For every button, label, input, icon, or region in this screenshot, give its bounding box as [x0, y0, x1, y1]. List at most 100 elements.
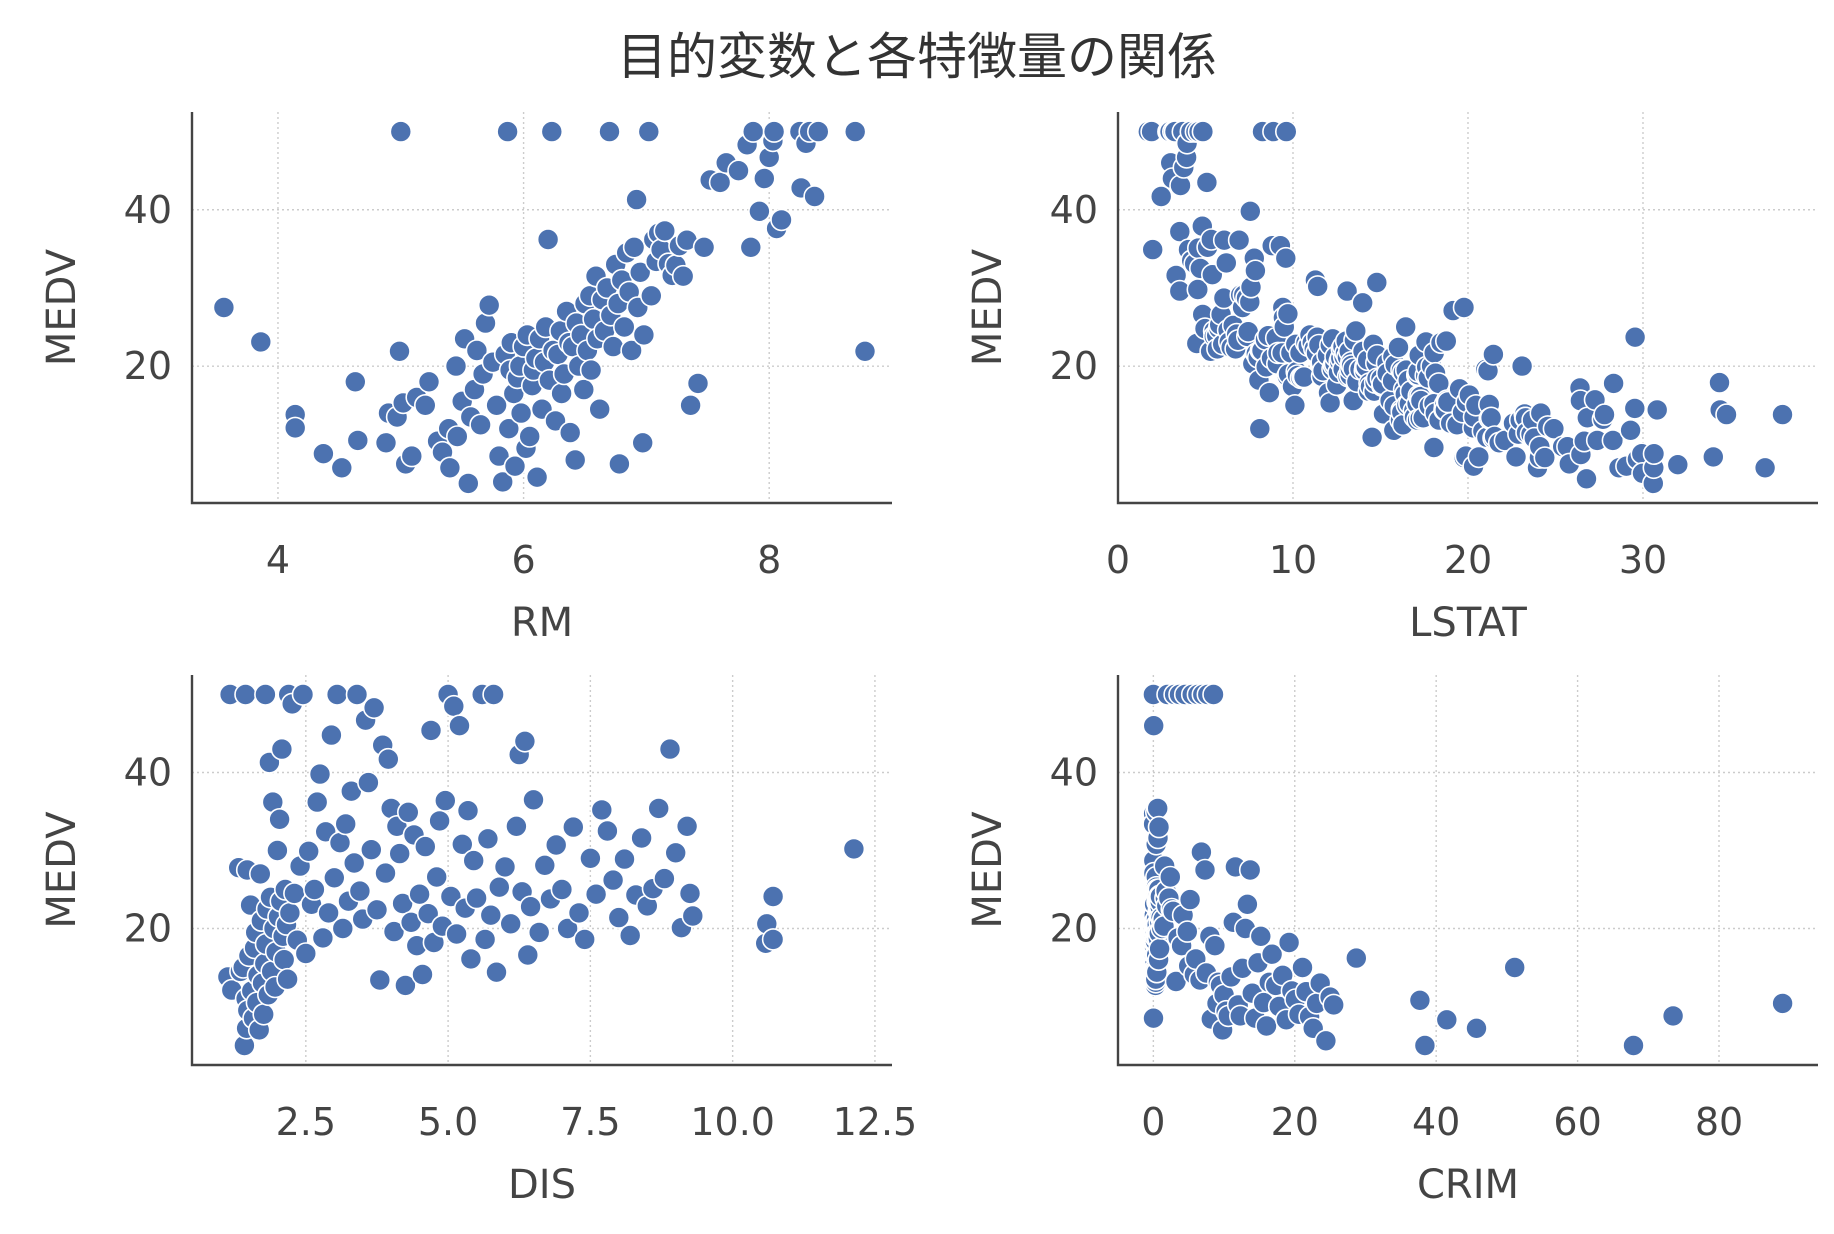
x-tick-label: 2.5	[276, 1100, 336, 1144]
x-tick-label: 10.0	[690, 1100, 775, 1144]
data-point	[487, 875, 511, 899]
data-point	[1275, 120, 1298, 143]
data-point	[612, 315, 636, 339]
data-point	[1510, 354, 1534, 378]
axis-spines	[1116, 112, 1818, 505]
data-point	[1504, 445, 1528, 469]
data-point	[308, 762, 332, 786]
data-point	[1146, 797, 1169, 820]
data-point	[588, 397, 612, 421]
data-point	[1533, 446, 1557, 469]
data-point	[1666, 453, 1690, 477]
data-point	[374, 431, 398, 455]
data-point	[1642, 442, 1666, 466]
data-point	[325, 683, 349, 706]
data-point	[1178, 888, 1202, 911]
data-point	[342, 851, 366, 875]
x-tick-label: 4	[266, 538, 290, 582]
data-point	[419, 719, 443, 742]
data-point	[276, 967, 299, 991]
data-point	[465, 339, 489, 362]
data-point	[394, 974, 417, 997]
data-point	[487, 444, 511, 468]
data-point	[525, 465, 549, 489]
data-point	[639, 284, 663, 308]
data-point	[625, 188, 648, 211]
data-point	[853, 339, 877, 363]
data-point	[1661, 1004, 1685, 1028]
data-point	[303, 878, 326, 901]
x-tick-label: 0	[1141, 1100, 1165, 1144]
data-point	[1365, 271, 1389, 294]
data-point	[1593, 403, 1616, 426]
data-point	[1193, 858, 1217, 882]
x-tick-label: 20	[1444, 538, 1492, 582]
x-tick-label: 5.0	[418, 1100, 478, 1144]
data-point	[556, 917, 579, 940]
data-point	[462, 849, 486, 872]
data-point	[770, 208, 793, 232]
data-point	[291, 683, 315, 706]
data-point	[658, 737, 682, 761]
data-point	[476, 827, 500, 851]
data-point	[270, 737, 294, 761]
data-point	[416, 902, 440, 926]
data-point	[601, 335, 625, 358]
data-point	[448, 714, 471, 738]
data-point	[1195, 171, 1219, 194]
y-tick-label: 20	[124, 907, 172, 951]
data-point	[1602, 372, 1625, 395]
data-point	[1575, 467, 1598, 491]
data-point	[1645, 398, 1669, 422]
data-point	[590, 798, 614, 822]
data-point	[391, 892, 414, 915]
data-point	[1176, 920, 1199, 943]
data-point	[708, 171, 732, 194]
data-point	[1344, 319, 1368, 343]
data-point	[536, 228, 560, 251]
data-point	[1248, 417, 1272, 441]
y-tick-label: 20	[1050, 344, 1098, 388]
data-point	[445, 425, 469, 448]
data-point	[681, 904, 705, 928]
data-point	[389, 120, 413, 143]
data-point	[513, 729, 537, 753]
data-point	[1227, 228, 1251, 252]
data-point	[550, 878, 574, 901]
data-point	[752, 167, 776, 190]
data-point	[400, 444, 424, 468]
data-point	[1435, 1008, 1459, 1032]
data-point	[330, 456, 354, 480]
data-point	[1291, 956, 1314, 979]
data-point	[1467, 445, 1491, 469]
data-point	[516, 943, 540, 967]
data-point	[1601, 429, 1625, 452]
y-tick-label: 40	[124, 188, 172, 232]
data-point	[647, 797, 671, 820]
data-point	[368, 968, 392, 992]
data-point	[544, 833, 568, 857]
data-point	[1202, 683, 1225, 706]
data-point	[382, 920, 406, 943]
data-point	[362, 696, 386, 720]
data-point	[518, 425, 542, 448]
data-point	[322, 866, 346, 890]
data-point	[558, 421, 582, 444]
data-point	[1249, 924, 1273, 948]
axis-spines	[190, 112, 892, 505]
x-axis-label: CRIM	[1417, 1162, 1519, 1208]
data-point	[631, 431, 655, 455]
data-point	[493, 855, 517, 879]
data-point	[1715, 403, 1738, 426]
panel-lstat: 0 10 20 30 20 40 LSTAT MEDV	[965, 112, 1818, 646]
data-point	[425, 865, 449, 889]
data-point	[348, 879, 372, 903]
data-point	[1215, 251, 1238, 275]
data-point	[678, 882, 702, 905]
data-point	[1238, 858, 1262, 882]
data-point	[608, 452, 631, 476]
data-point	[249, 330, 273, 354]
data-point	[482, 683, 505, 706]
data-point	[343, 370, 367, 394]
data-point	[1413, 1034, 1437, 1057]
